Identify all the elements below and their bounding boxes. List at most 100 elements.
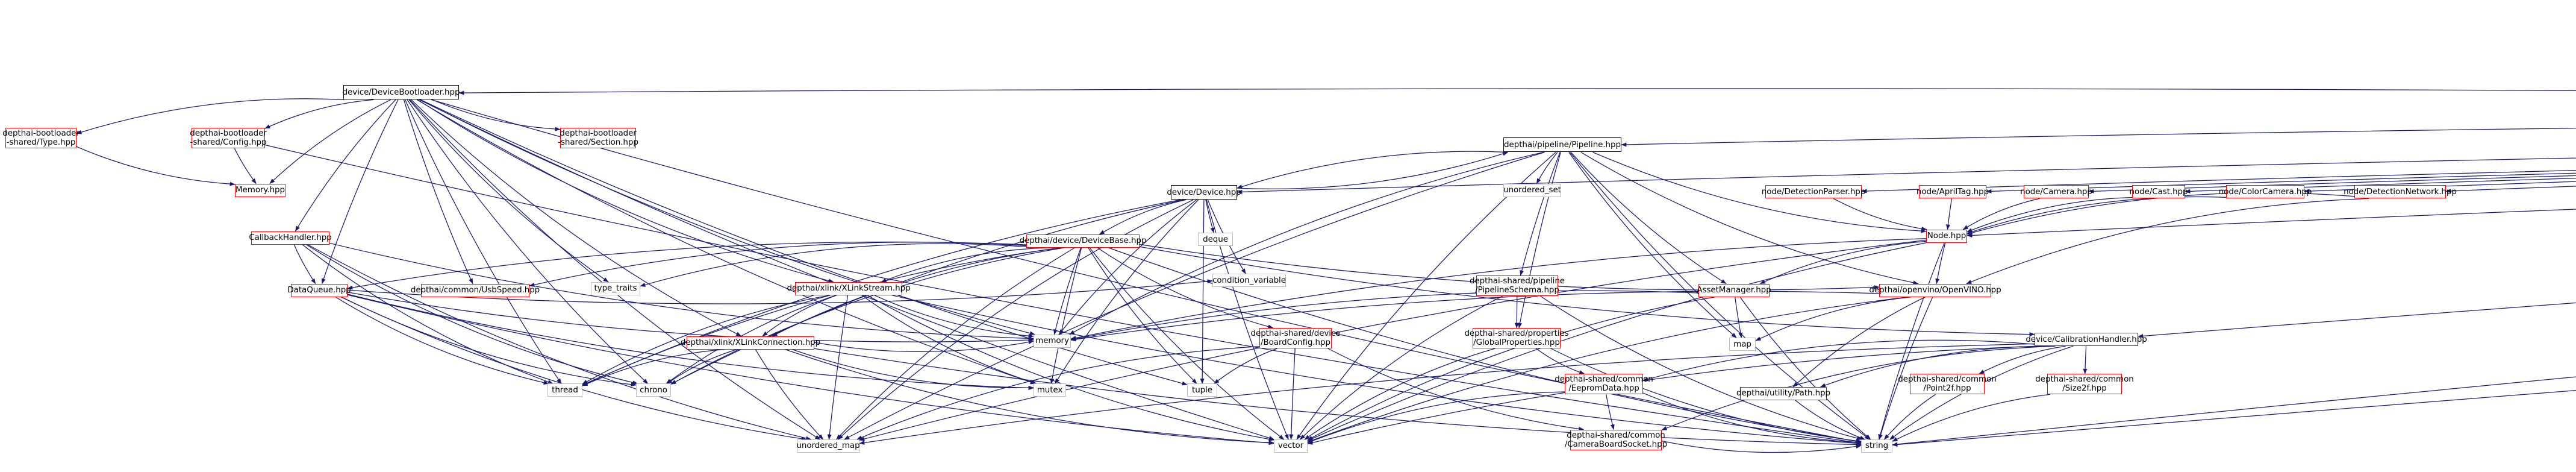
graph-edge: [1307, 345, 2037, 445]
graph-edge: [1307, 296, 1908, 442]
graph-node-xlinkconn[interactable]: depthai/xlink/XLinkConnection.hpp: [681, 336, 820, 350]
graph-edge: [640, 243, 1027, 287]
graph-node-type_traits[interactable]: type_traits: [591, 282, 640, 295]
graph-node-maphpp[interactable]: map: [1729, 338, 1756, 351]
graph-edge: [1070, 238, 1927, 340]
graph-node-bl_config[interactable]: depthai-bootloader -shared/Config.hpp: [190, 128, 267, 149]
graph-node-assetmanager[interactable]: AssetManager.hpp: [1697, 283, 1771, 297]
graph-node-label: depthai/common/UsbSpeed.hpp: [410, 285, 540, 295]
graph-node-boardconfig[interactable]: depthai-shared/device/BoardConfig.hpp: [1251, 328, 1341, 348]
graph-node-label: node/AprilTag.hpp: [1916, 186, 1989, 197]
graph-edge: [1621, 127, 2576, 147]
graph-node-devicebase[interactable]: depthai/device/DeviceBase.hpp: [1020, 234, 1147, 248]
graph-node-string[interactable]: string: [1861, 439, 1892, 453]
graph-node-unordered_set[interactable]: unordered_set: [1503, 183, 1561, 197]
graph-edge: [1536, 152, 1558, 184]
graph-edge: [1945, 198, 1953, 230]
graph-edge: [1892, 390, 2576, 447]
graph-edge: [1237, 151, 1508, 189]
graph-edge: [1642, 339, 2035, 382]
graph-edge: [417, 99, 834, 283]
graph-node-devbootloader[interactable]: device/DeviceBootloader.hpp: [343, 85, 460, 100]
graph-node-path[interactable]: depthai/utility/Path.hpp: [1736, 386, 1830, 400]
graph-edge: [785, 349, 1274, 445]
graph-node-label: depthai/openvino/OpenVINO.hpp: [1869, 285, 2001, 295]
graph-edge: [1550, 348, 1862, 443]
graph-edge: [1139, 246, 2035, 337]
graph-edge: [1892, 394, 2050, 442]
graph-edge: [1642, 392, 1862, 445]
graph-node-vector[interactable]: vector: [1274, 439, 1308, 453]
graph-edge: [1536, 348, 1585, 374]
graph-node-device[interactable]: device/Device.hpp: [1167, 185, 1241, 200]
graph-node-label: depthai-bootloader: [560, 128, 637, 139]
graph-edge: [1966, 197, 2133, 233]
graph-node-label: node/Cast.hpp: [2129, 186, 2188, 197]
graph-edge: [1755, 296, 1912, 341]
graph-edge: [792, 349, 1034, 390]
graph-node-point2f[interactable]: depthai-shared/common/Point2f.hpp: [1898, 374, 1997, 395]
graph-node-label: /Size2f.hpp: [2062, 383, 2107, 394]
graph-edge: [416, 99, 1036, 385]
graph-edge: [269, 99, 391, 184]
graph-edge: [1089, 247, 1285, 440]
graph-node-pipelineschema[interactable]: depthai-shared/pipeline/PipelineSchema.h…: [1470, 275, 1565, 296]
graph-node-unordered_map[interactable]: unordered_map: [796, 439, 860, 453]
graph-node-tuple[interactable]: tuple: [1187, 383, 1217, 397]
graph-edge: [1307, 242, 1927, 441]
graph-node-detnet[interactable]: node/DetectionNetwork.hpp: [2344, 185, 2457, 199]
graph-node-memoryhpp[interactable]: Memory.hpp: [235, 183, 285, 197]
graph-node-callbackhandler[interactable]: CallbackHandler.hpp: [249, 231, 332, 245]
graph-edge: [1661, 440, 1862, 453]
graph-node-bl_type[interactable]: depthai-bootloader -shared/Type.hpp: [2, 128, 80, 149]
graph-edge: [670, 199, 1184, 385]
graph-edge: [1759, 241, 1927, 285]
graph-edge: [420, 99, 1035, 336]
graph-node-xlinkstream[interactable]: depthai/xlink/XLinkStream.hpp: [787, 282, 911, 295]
graph-node-cast[interactable]: node/Cast.hpp: [2129, 185, 2188, 199]
graph-node-camera[interactable]: node/Camera.hpp: [2020, 185, 2092, 199]
graph-node-bl_section[interactable]: depthai-bootloader -shared/Section.hpp: [558, 128, 638, 149]
graph-node-deque[interactable]: deque: [1198, 233, 1233, 247]
graph-node-nodehpp[interactable]: Node.hpp: [1926, 229, 1967, 243]
graph-edge: [1580, 151, 1919, 285]
graph-node-calibhandler[interactable]: device/CalibrationHandler.hpp: [2026, 333, 2147, 347]
graph-edge: [408, 99, 609, 283]
graph-node-dataqueue[interactable]: DataQueue.hpp: [287, 283, 351, 297]
graph-node-colorcam[interactable]: node/ColorCamera.hpp: [2219, 185, 2312, 199]
graph-node-apriltag[interactable]: node/AprilTag.hpp: [1916, 185, 1989, 199]
graph-node-size2f[interactable]: depthai-shared/common/Size2f.hpp: [2035, 374, 2134, 395]
graph-edge: [827, 295, 849, 440]
graph-node-openvino[interactable]: depthai/openvino/OpenVINO.hpp: [1869, 283, 2001, 297]
graph-node-pipeline[interactable]: depthai/pipeline/Pipeline.hpp: [1503, 137, 1621, 153]
graph-node-label: chrono: [640, 385, 667, 395]
graph-edge: [1884, 394, 1936, 440]
graph-node-label: depthai/xlink/XLinkStream.hpp: [787, 283, 911, 294]
graph-edge: [264, 99, 374, 129]
graph-node-camboardsocket[interactable]: depthai-shared/common/CameraBoardSocket.…: [1565, 429, 1667, 450]
graph-node-label: DataQueue.hpp: [287, 285, 351, 295]
graph-edge: [1966, 192, 2355, 235]
graph-edge: [1237, 151, 1509, 190]
graph-edge: [837, 199, 1194, 440]
graph-edge: [76, 98, 345, 134]
graph-node-usbspeed[interactable]: depthai/common/UsbSpeed.hpp: [411, 283, 540, 297]
graph-edge: [1327, 348, 1584, 431]
graph-edge: [814, 348, 1862, 447]
graph-node-detparser[interactable]: node/DetectionParser.hpp: [1762, 185, 1865, 199]
graph-node-label: thread: [552, 385, 578, 395]
graph-edge: [1861, 170, 2576, 194]
graph-edge: [1304, 348, 1495, 440]
graph-edge: [420, 99, 1188, 386]
graph-edge: [1307, 296, 1715, 441]
graph-edge: [1214, 348, 1277, 384]
graph-node-mutex[interactable]: mutex: [1034, 383, 1066, 397]
graph-node-chrono[interactable]: chrono: [636, 383, 671, 397]
graph-node-memory[interactable]: memory: [1034, 334, 1071, 348]
graph-node-eepromdata[interactable]: depthai-shared/common/EepromData.hpp: [1555, 374, 1653, 395]
graph-node-globalprops[interactable]: depthai-shared/properties/GlobalProperti…: [1464, 328, 1569, 348]
graph-node-thread[interactable]: thread: [547, 383, 582, 397]
graph-node-label: depthai/pipeline/Pipeline.hpp: [1504, 139, 1621, 149]
graph-node-condvar[interactable]: condition_variable: [1212, 274, 1286, 288]
graph-edge: [1205, 200, 1215, 233]
